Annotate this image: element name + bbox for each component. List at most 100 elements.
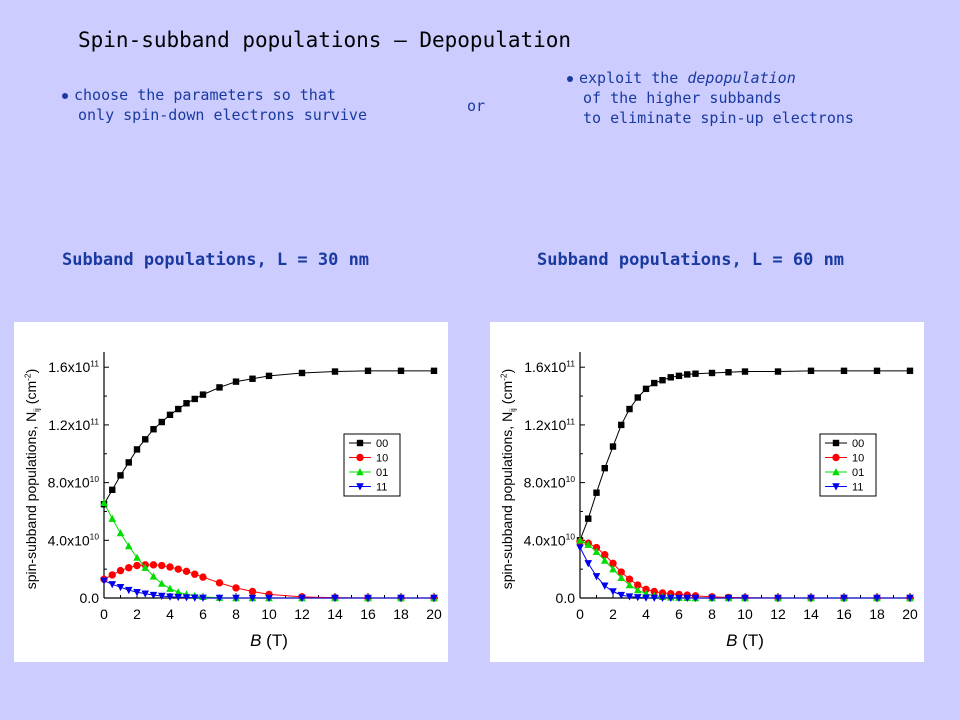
data-point bbox=[174, 565, 182, 573]
data-point bbox=[232, 594, 240, 602]
data-point bbox=[840, 367, 848, 375]
data-point bbox=[100, 498, 108, 506]
data-point bbox=[133, 553, 141, 561]
x-axis-label: B (T) bbox=[726, 631, 764, 650]
data-point bbox=[215, 594, 224, 602]
data-point bbox=[618, 421, 625, 429]
data-point bbox=[708, 369, 716, 377]
x-tick-label: 10 bbox=[737, 606, 753, 622]
x-tick-label: 0 bbox=[576, 606, 584, 622]
data-point bbox=[430, 367, 438, 375]
data-point bbox=[158, 561, 166, 570]
x-tick-label: 4 bbox=[642, 606, 650, 622]
series-line-11 bbox=[103, 580, 434, 599]
data-point bbox=[658, 594, 667, 602]
y-tick-label: 1.6x1011 bbox=[524, 359, 575, 376]
x-tick-label: 18 bbox=[869, 606, 885, 622]
series-line-00 bbox=[103, 370, 434, 505]
data-point bbox=[585, 515, 592, 522]
data-point bbox=[650, 594, 659, 602]
x-tick-label: 6 bbox=[675, 606, 683, 622]
data-point bbox=[141, 590, 150, 598]
data-point bbox=[691, 594, 700, 602]
data-point bbox=[215, 579, 224, 587]
data-point bbox=[199, 594, 207, 602]
data-point bbox=[832, 468, 840, 476]
x-tick-label: 14 bbox=[327, 606, 343, 622]
series-line-10 bbox=[579, 541, 910, 599]
data-point bbox=[183, 400, 190, 407]
data-point bbox=[191, 395, 198, 403]
data-point bbox=[601, 551, 609, 559]
data-point bbox=[166, 593, 174, 601]
data-point bbox=[249, 375, 256, 382]
data-point bbox=[125, 564, 133, 572]
x-tick-label: 14 bbox=[803, 606, 819, 622]
data-point bbox=[576, 536, 584, 544]
data-point bbox=[633, 586, 642, 594]
data-point bbox=[182, 567, 191, 576]
data-point bbox=[634, 581, 642, 589]
data-point bbox=[108, 571, 116, 579]
data-point bbox=[807, 367, 815, 375]
y-tick-label: 4.0x1010 bbox=[48, 532, 100, 549]
data-point bbox=[692, 370, 699, 377]
data-point bbox=[600, 582, 609, 590]
bullet-left: choose the parameters so that only spin-… bbox=[62, 85, 367, 125]
y-tick-label: 0.0 bbox=[80, 590, 100, 606]
data-point bbox=[832, 439, 840, 447]
data-point bbox=[741, 368, 749, 375]
data-point bbox=[216, 384, 223, 391]
data-point bbox=[174, 588, 183, 596]
data-point bbox=[609, 443, 617, 450]
data-point bbox=[133, 561, 141, 570]
data-point bbox=[625, 581, 634, 589]
y-axis-label: spin-subband populations, Nij (cm-2) bbox=[498, 369, 517, 590]
data-point bbox=[248, 587, 257, 596]
data-point bbox=[117, 472, 124, 479]
legend-label: 01 bbox=[376, 467, 388, 479]
x-tick-label: 20 bbox=[902, 606, 918, 622]
data-point bbox=[601, 464, 608, 472]
bullet-left-line-2: only spin-down electrons survive bbox=[78, 106, 367, 124]
y-tick-label: 8.0x1010 bbox=[524, 474, 576, 491]
data-point bbox=[364, 594, 372, 602]
bullet-right-line-1-italic: depopulation bbox=[687, 69, 796, 87]
data-point bbox=[356, 468, 364, 476]
x-tick-label: 16 bbox=[836, 606, 852, 622]
data-point bbox=[199, 573, 207, 581]
data-point bbox=[124, 586, 133, 595]
data-point bbox=[109, 486, 116, 494]
data-point bbox=[832, 453, 840, 462]
data-point bbox=[832, 483, 840, 491]
data-point bbox=[592, 547, 601, 556]
legend-label: 11 bbox=[376, 482, 387, 494]
bullet-right-line-3: to eliminate spin-up electrons bbox=[583, 109, 854, 127]
data-point bbox=[774, 594, 782, 602]
bullet-dot-icon bbox=[567, 75, 573, 82]
data-point bbox=[149, 572, 158, 580]
data-point bbox=[116, 566, 125, 575]
data-point bbox=[125, 459, 132, 466]
data-point bbox=[265, 594, 273, 602]
data-point bbox=[265, 372, 273, 380]
bullet-right-line-2: of the higher subbands bbox=[583, 89, 782, 107]
data-point bbox=[158, 418, 165, 426]
y-tick-label: 1.2x1011 bbox=[524, 416, 575, 433]
data-point bbox=[356, 483, 364, 491]
chart-right-svg: 0 2 4 6 8 10 12 14 16 18 20 0.0 4.0x1010 8.0x1010 1.2x… bbox=[498, 352, 918, 650]
chart-left: 0 2 4 6 8 10 12 14 16 18 20 0.0 4.0x1010 8.0x1010 1.2x… bbox=[14, 322, 448, 662]
x-tick-label: 12 bbox=[294, 606, 310, 622]
data-point bbox=[725, 369, 732, 376]
data-point bbox=[675, 372, 683, 380]
data-point bbox=[157, 592, 166, 600]
data-point bbox=[166, 584, 174, 592]
data-point bbox=[906, 367, 914, 375]
data-point bbox=[364, 367, 372, 375]
data-point bbox=[684, 371, 691, 378]
chart-right: 0 2 4 6 8 10 12 14 16 18 20 0.0 4.0x1010 8.0x1010 1.2x… bbox=[490, 322, 924, 662]
data-point bbox=[584, 560, 593, 568]
legend-box bbox=[343, 433, 401, 497]
y-tick-label: 8.0x1010 bbox=[48, 474, 100, 491]
data-point bbox=[609, 565, 617, 573]
